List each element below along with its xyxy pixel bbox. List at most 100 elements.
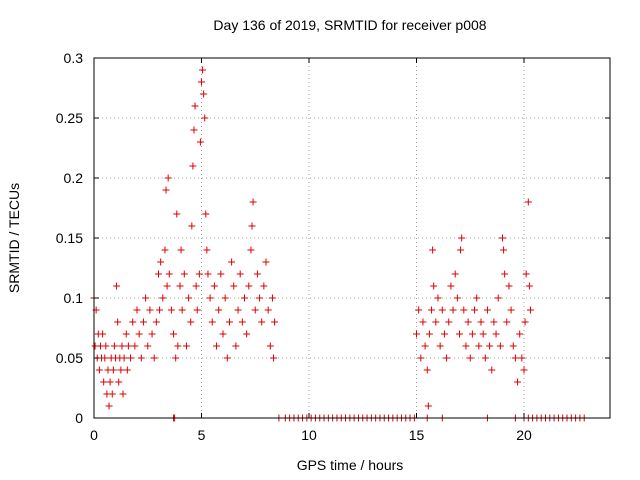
data-point <box>164 174 172 182</box>
data-point <box>100 378 108 386</box>
x-axis-label: GPS time / hours <box>297 457 404 473</box>
data-point <box>253 270 261 278</box>
data-point <box>458 234 466 242</box>
data-point <box>193 306 201 314</box>
data-point <box>180 270 188 278</box>
data-point <box>258 318 266 326</box>
data-point <box>468 330 476 338</box>
data-point <box>521 318 529 326</box>
y-tick-label: 0.2 <box>64 170 84 186</box>
data-point <box>182 342 190 350</box>
data-point <box>117 366 125 374</box>
data-point <box>221 294 229 302</box>
data-point <box>432 318 440 326</box>
data-point <box>122 330 130 338</box>
data-point <box>210 282 218 290</box>
data-point <box>445 318 453 326</box>
data-point <box>488 366 496 374</box>
x-tick-label: 20 <box>516 427 532 443</box>
data-point <box>457 246 465 254</box>
data-point <box>526 306 534 314</box>
data-point <box>142 294 150 302</box>
data-point <box>270 354 278 362</box>
data-point <box>479 330 487 338</box>
data-point <box>518 354 526 362</box>
y-axis-label: SRMTID / TECUs <box>6 183 22 293</box>
data-point <box>162 186 170 194</box>
y-tick-label: 0.25 <box>56 110 83 126</box>
data-point <box>133 306 141 314</box>
data-point <box>161 246 169 254</box>
x-tick-label: 10 <box>301 427 317 443</box>
data-point <box>514 378 522 386</box>
data-point <box>415 306 423 314</box>
data-point <box>477 318 485 326</box>
data-point <box>148 330 156 338</box>
data-point <box>106 378 114 386</box>
data-point <box>192 282 200 290</box>
data-point <box>256 294 264 302</box>
data-point <box>228 258 236 266</box>
data-point <box>202 210 210 218</box>
data-point <box>417 354 425 362</box>
y-tick-label: 0.05 <box>56 350 83 366</box>
data-point <box>110 342 118 350</box>
data-point <box>170 330 178 338</box>
data-point <box>123 366 131 374</box>
data-point <box>249 198 257 206</box>
data-point <box>525 282 533 290</box>
y-tick-label: 0.3 <box>64 50 84 66</box>
x-axis-ticks: 0 5 10 15 20 <box>90 58 532 443</box>
data-point <box>440 330 448 338</box>
data-point <box>419 318 427 326</box>
data-point <box>102 342 110 350</box>
data-point <box>466 354 474 362</box>
y-tick-label: 0.15 <box>56 230 83 246</box>
y-tick-label: 0 <box>75 410 83 426</box>
data-point <box>456 330 463 338</box>
data-point <box>501 270 509 278</box>
data-point <box>101 354 109 362</box>
data-point <box>516 330 524 338</box>
data-point <box>520 366 528 374</box>
x-tick-label: 15 <box>409 427 425 443</box>
data-point <box>152 318 160 326</box>
data-point <box>507 306 515 314</box>
data-point <box>464 318 472 326</box>
data-point <box>496 342 504 350</box>
data-point <box>241 294 248 302</box>
data-point <box>217 270 225 278</box>
data-point <box>139 318 147 326</box>
data-point <box>449 306 457 314</box>
data-point <box>503 318 511 326</box>
data-point <box>131 342 139 350</box>
x-tick-label: 5 <box>198 427 206 443</box>
data-point <box>243 330 251 338</box>
data-point <box>430 282 438 290</box>
data-point <box>204 270 212 278</box>
chart-title: Day 136 of 2019, SRMTID for receiver p00… <box>213 17 486 33</box>
data-point <box>187 318 195 326</box>
data-point <box>234 306 242 314</box>
data-point <box>251 306 259 314</box>
data-point <box>492 330 500 338</box>
data-point <box>157 258 165 266</box>
data-point <box>266 342 274 350</box>
data-point <box>486 342 494 350</box>
data-point <box>159 294 167 302</box>
data-point <box>483 306 491 314</box>
data-point <box>99 330 107 338</box>
data-point <box>95 366 103 374</box>
data-point <box>424 402 432 410</box>
data-point <box>120 354 128 362</box>
data-point <box>494 294 502 302</box>
data-point <box>471 306 479 314</box>
plot-frame <box>93 57 611 419</box>
data-point <box>413 330 420 338</box>
data-point <box>215 306 223 314</box>
data-point <box>447 282 455 290</box>
data-point <box>499 234 506 242</box>
data-point <box>129 318 137 326</box>
data-point <box>195 270 203 278</box>
